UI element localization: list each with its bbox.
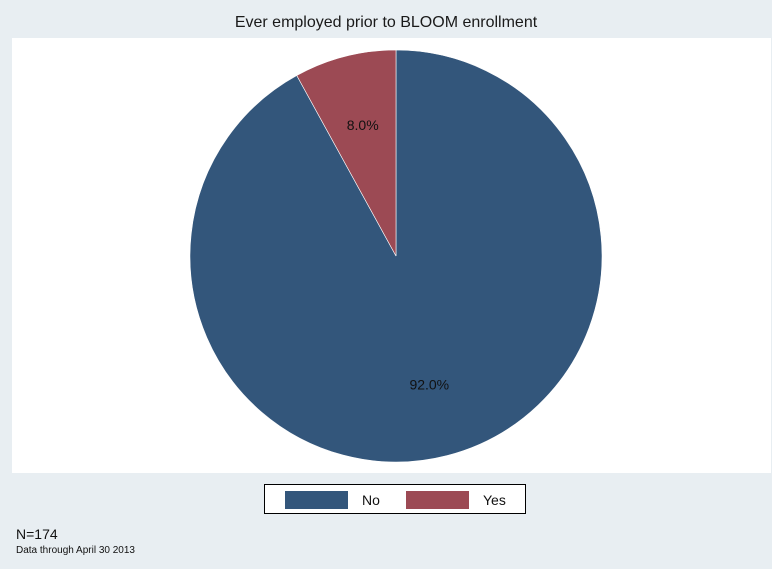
pie-chart: 92.0% 8.0% xyxy=(189,49,603,463)
data-date-note: Data through April 30 2013 xyxy=(16,545,135,556)
sample-size-note: N=174 xyxy=(16,526,58,542)
legend-item-no: No xyxy=(285,491,380,509)
plot-area: 92.0% 8.0% xyxy=(12,38,771,473)
pie-slice-yes xyxy=(296,49,397,257)
legend-label-no: No xyxy=(362,492,380,508)
legend-swatch-yes xyxy=(406,491,469,509)
chart-title: Ever employed prior to BLOOM enrollment xyxy=(234,14,538,31)
legend-swatch-no xyxy=(285,491,348,509)
legend-label-yes: Yes xyxy=(483,492,506,508)
slice-label-no: 92.0% xyxy=(409,376,449,392)
legend-item-yes: Yes xyxy=(406,491,506,509)
slice-label-yes: 8.0% xyxy=(347,117,379,133)
legend: No Yes xyxy=(264,484,526,514)
